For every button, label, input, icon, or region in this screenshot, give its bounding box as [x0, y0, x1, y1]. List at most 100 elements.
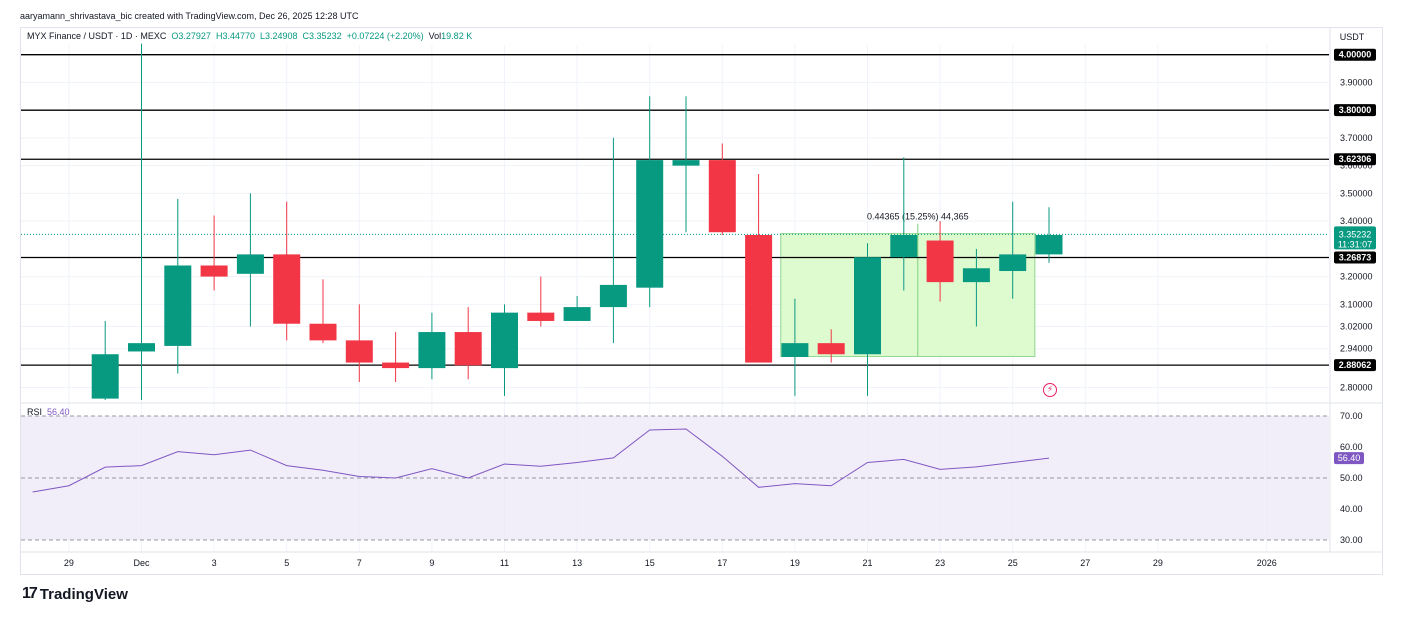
price-tick-label: 3.90000	[1340, 77, 1373, 87]
rsi-value: 56.40	[47, 407, 70, 417]
candle-body	[999, 254, 1027, 272]
current-price-tag	[1334, 226, 1376, 250]
candle-body	[454, 332, 482, 366]
candle-body	[382, 362, 410, 369]
time-tick-label: 19	[790, 558, 800, 568]
price-tick-label: 2.80000	[1340, 383, 1373, 393]
candle-body	[890, 234, 918, 258]
candle-body	[563, 307, 591, 321]
time-tick-label: 11	[500, 558, 509, 568]
price-tick-label: 3.10000	[1340, 299, 1373, 309]
candle-body	[273, 254, 301, 324]
time-tick-label: 25	[1008, 558, 1018, 568]
tradingview-logo: 17 TradingView	[22, 585, 128, 603]
time-tick-label: 29	[1153, 558, 1163, 568]
level-price-tag	[1334, 251, 1376, 264]
chart-frame[interactable]	[20, 27, 1383, 575]
rsi-tick-label: 30.00	[1340, 535, 1363, 545]
candle-body	[962, 268, 990, 283]
rsi-legend: RSI 56.40	[27, 407, 70, 417]
level-price-tag-label: 3.26873	[1339, 253, 1372, 263]
candle-body	[91, 354, 119, 399]
level-price-tag	[1334, 104, 1376, 117]
candle-body	[745, 234, 773, 363]
time-tick-label: 2026	[1257, 558, 1277, 568]
price-tick-label: 3.20000	[1340, 272, 1373, 282]
rsi-line	[32, 428, 1050, 493]
price-tick-label: 3.02000	[1340, 322, 1373, 332]
time-tick-label: 13	[572, 558, 582, 568]
rsi-tick-label: 70.00	[1340, 411, 1363, 421]
rsi-value-tag-label: 56.40	[1338, 453, 1361, 463]
candle-body	[781, 343, 809, 358]
candle-body	[200, 265, 228, 277]
time-tick-label: 29	[64, 558, 74, 568]
candle-body	[1035, 234, 1063, 255]
level-price-tag-label: 2.88062	[1339, 360, 1372, 370]
attribution-text: aaryamann_shrivastava_bic created with T…	[20, 11, 359, 21]
candle-body	[854, 257, 881, 355]
symbol-name[interactable]: MYX Finance / USDT · 1D · MEXC	[27, 31, 167, 41]
countdown-label: 11:31:07	[1338, 239, 1372, 249]
volume-label: Vol	[428, 31, 442, 41]
time-tick-label: 7	[357, 558, 362, 568]
level-price-tag-label: 4.00000	[1339, 50, 1372, 60]
level-price-tag	[1334, 359, 1376, 372]
current-price-tag-label: 3.35232	[1339, 229, 1372, 239]
rsi-value-tag	[1334, 452, 1364, 465]
candle-body	[599, 284, 627, 308]
brand-name: TradingView	[39, 585, 128, 603]
candle-body	[926, 240, 954, 283]
candle-body	[527, 312, 555, 321]
rsi-tick-label: 60.00	[1340, 442, 1363, 452]
candle-body	[672, 160, 700, 166]
candle-body	[817, 343, 845, 355]
high-label: H	[215, 31, 223, 41]
candle-body	[636, 160, 664, 288]
low-label: L	[259, 31, 265, 41]
tradingview-mark-icon: 17	[22, 585, 38, 602]
time-tick-label: 3	[212, 558, 217, 568]
price-tick-label: 3.60000	[1340, 161, 1373, 171]
time-tick-label: 17	[717, 558, 727, 568]
price-tick-label: 3.40000	[1340, 216, 1373, 226]
close-label: C	[302, 31, 310, 41]
price-tick-label: 3.70000	[1340, 133, 1373, 143]
level-price-tag	[1334, 48, 1376, 61]
time-tick-label: 9	[429, 558, 434, 568]
rsi-name[interactable]: RSI	[27, 407, 43, 417]
rsi-tick-label: 40.00	[1340, 504, 1363, 514]
time-tick-label: 15	[645, 558, 655, 568]
level-price-tag-label: 3.62306	[1339, 154, 1372, 164]
high-value: 3.44770	[222, 31, 255, 41]
candle-body	[309, 323, 337, 341]
lightning-icon[interactable]: ⚡	[1043, 383, 1057, 397]
candle-body	[491, 312, 518, 369]
time-tick-label: 5	[284, 558, 289, 568]
candle-body	[236, 254, 264, 274]
close-value: 3.35232	[309, 31, 342, 41]
open-label: O	[171, 31, 179, 41]
candle-body	[418, 332, 446, 369]
open-value: 3.27927	[178, 31, 211, 41]
time-tick-label: 27	[1080, 558, 1090, 568]
candle-body	[345, 340, 373, 363]
price-tick-label: 2.94000	[1340, 344, 1373, 354]
price-tick-label: 3.50000	[1340, 188, 1373, 198]
volume-value: 19.82 K	[441, 31, 473, 41]
symbol-legend: MYX Finance / USDT · 1D · MEXC O3.27927 …	[27, 31, 472, 41]
candle-body	[164, 265, 192, 346]
low-value: 3.24908	[265, 31, 298, 41]
measure-label: 0.44365 (15.25%) 44,365	[867, 212, 969, 222]
level-price-tag	[1334, 153, 1376, 166]
time-tick-label: Dec	[133, 558, 150, 568]
candle-body	[708, 160, 736, 233]
change-value: +0.07224 (+2.20%)	[346, 31, 424, 41]
time-tick-label: 21	[862, 558, 872, 568]
candle-body	[128, 343, 155, 352]
price-axis-currency: USDT	[1340, 32, 1365, 42]
time-tick-label: 23	[935, 558, 945, 568]
level-price-tag-label: 3.80000	[1339, 105, 1372, 115]
rsi-tick-label: 50.00	[1340, 473, 1363, 483]
